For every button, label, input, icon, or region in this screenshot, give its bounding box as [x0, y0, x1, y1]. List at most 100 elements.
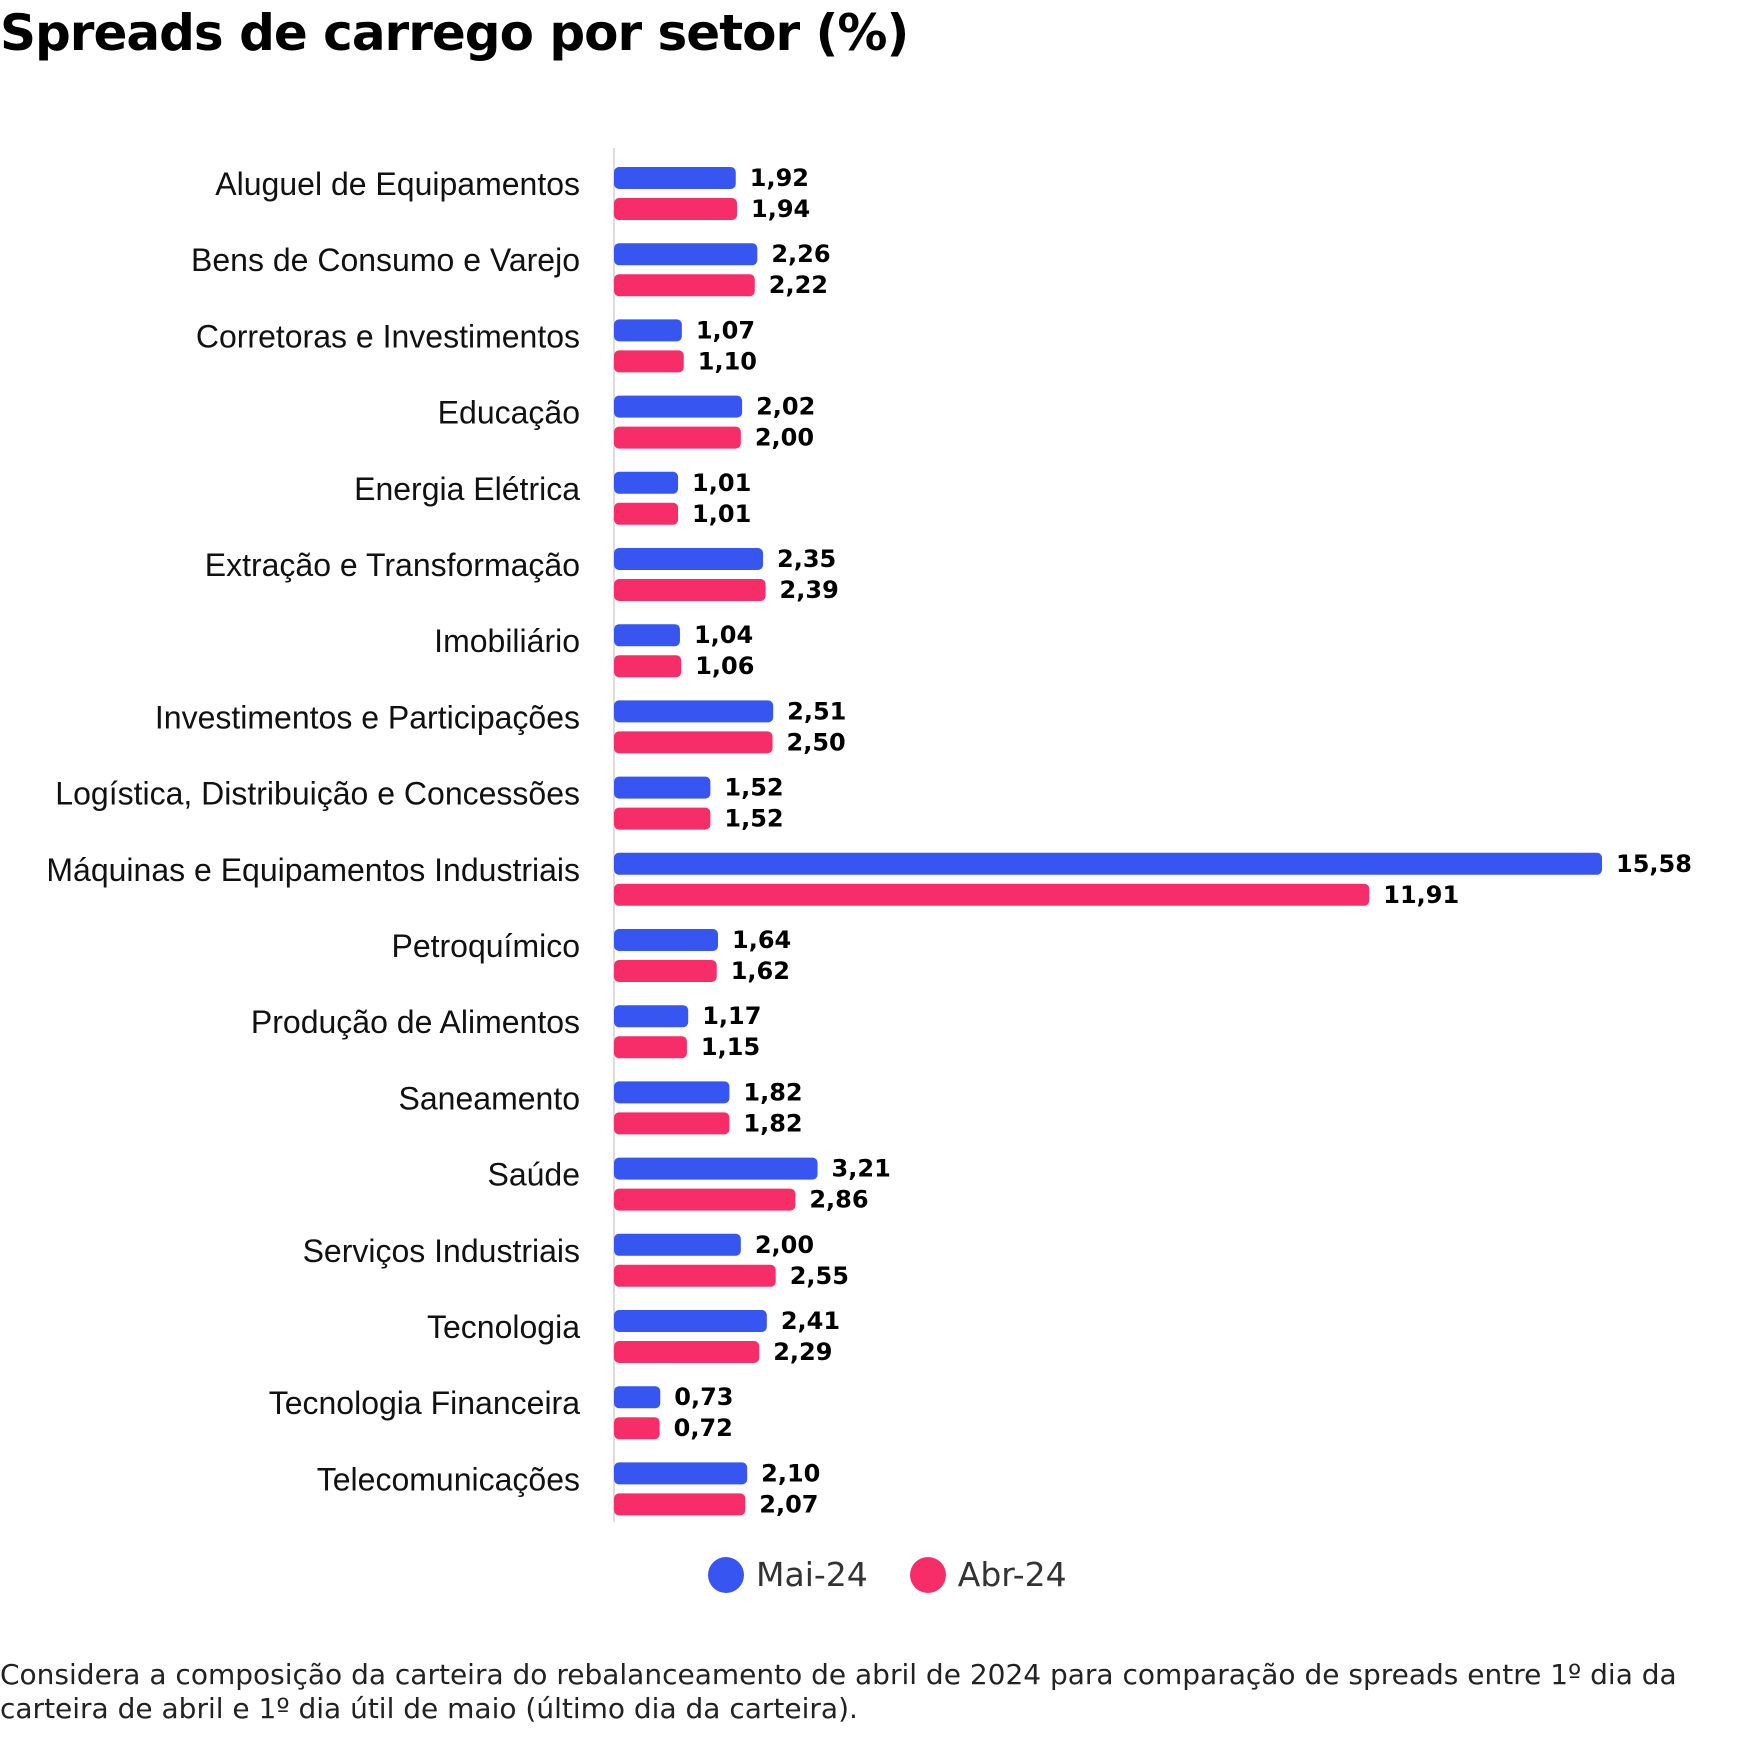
bar-abr-24[interactable]: [614, 1264, 776, 1287]
value-label-mai-24: 1,82: [743, 1078, 802, 1106]
category-label: Energia Elétrica: [354, 471, 580, 507]
category-label: Extração e Transformação: [205, 547, 580, 583]
value-label-mai-24: 2,51: [787, 697, 846, 725]
legend-dot-mai-24: [708, 1556, 744, 1593]
category-label: Saneamento: [399, 1080, 580, 1116]
value-label-mai-24: 1,64: [732, 926, 791, 954]
category-label: Petroquímico: [391, 928, 580, 964]
bar-mai-24[interactable]: [614, 548, 764, 570]
category-label: Tecnologia: [427, 1309, 580, 1345]
bar-abr-24[interactable]: [614, 731, 773, 754]
value-label-abr-24: 2,29: [773, 1338, 832, 1366]
bar-mai-24[interactable]: [614, 243, 758, 266]
bar-mai-24[interactable]: [614, 1462, 748, 1485]
value-label-abr-24: 1,52: [724, 805, 783, 833]
value-label-mai-24: 2,26: [771, 240, 830, 268]
category-label: Tecnologia Financeira: [269, 1385, 581, 1421]
bar-abr-24[interactable]: [614, 655, 682, 678]
value-label-mai-24: 2,10: [761, 1459, 820, 1487]
bar-abr-24[interactable]: [614, 1493, 746, 1516]
value-label-abr-24: 1,10: [698, 347, 757, 375]
value-label-abr-24: 1,01: [692, 500, 751, 528]
bar-mai-24[interactable]: [614, 1081, 730, 1104]
value-label-abr-24: 2,50: [787, 728, 846, 756]
value-label-mai-24: 1,92: [750, 164, 809, 192]
bar-abr-24[interactable]: [614, 350, 684, 373]
category-label: Saúde: [487, 1157, 580, 1193]
value-label-abr-24: 1,15: [701, 1033, 760, 1061]
legend-item-abr-24[interactable]: Abr-24: [909, 1555, 1067, 1594]
bar-mai-24[interactable]: [614, 1157, 818, 1180]
value-label-mai-24: 3,21: [832, 1155, 891, 1183]
value-label-mai-24: 1,17: [702, 1002, 761, 1030]
value-label-abr-24: 1,62: [731, 957, 790, 985]
value-label-mai-24: 1,52: [724, 774, 783, 802]
value-label-mai-24: 2,41: [781, 1307, 840, 1335]
value-label-abr-24: 2,22: [769, 271, 828, 299]
bar-chart: Aluguel de Equipamentos 1,92 1,94 Bens de C…: [46, 148, 1692, 1522]
bar-abr-24[interactable]: [614, 883, 1370, 906]
legend-label-mai-24: Mai-24: [756, 1555, 868, 1594]
bar-abr-24[interactable]: [614, 1341, 760, 1363]
value-label-abr-24: 2,07: [759, 1490, 818, 1518]
value-label-abr-24: 2,00: [755, 424, 814, 452]
bar-mai-24[interactable]: [614, 395, 743, 418]
bar-mai-24[interactable]: [614, 167, 736, 189]
value-label-mai-24: 2,02: [756, 393, 815, 421]
value-label-mai-24: 1,04: [694, 621, 753, 649]
category-label: Educação: [438, 395, 580, 431]
value-label-abr-24: 2,39: [780, 576, 839, 604]
category-label: Telecomunicações: [317, 1461, 580, 1497]
bar-abr-24[interactable]: [614, 1112, 730, 1135]
value-label-abr-24: 2,55: [790, 1262, 849, 1290]
bar-abr-24[interactable]: [614, 426, 741, 449]
category-label: Produção de Alimentos: [251, 1004, 580, 1040]
bar-abr-24[interactable]: [614, 1417, 660, 1440]
value-label-abr-24: 0,72: [674, 1414, 733, 1442]
value-label-mai-24: 1,01: [692, 469, 751, 497]
bar-mai-24[interactable]: [614, 1233, 741, 1256]
value-label-mai-24: 0,73: [674, 1383, 733, 1411]
bar-mai-24[interactable]: [614, 776, 711, 799]
bar-mai-24[interactable]: [614, 1005, 689, 1028]
bar-mai-24[interactable]: [614, 929, 718, 951]
value-label-mai-24: 1,07: [696, 316, 755, 344]
bar-abr-24[interactable]: [614, 807, 711, 830]
value-label-mai-24: 15,58: [1616, 850, 1692, 878]
legend-label-abr-24: Abr-24: [957, 1555, 1067, 1594]
bar-abr-24[interactable]: [614, 1036, 687, 1059]
bar-abr-24[interactable]: [614, 579, 766, 601]
value-label-mai-24: 2,35: [777, 545, 836, 573]
category-label: Máquinas e Equipamentos Industriais: [46, 852, 580, 888]
bar-mai-24[interactable]: [614, 624, 680, 647]
bar-mai-24[interactable]: [614, 1310, 767, 1332]
value-label-abr-24: 2,86: [809, 1186, 868, 1214]
category-label: Investimentos e Participações: [155, 699, 580, 735]
bar-abr-24[interactable]: [614, 274, 755, 297]
value-label-abr-24: 11,91: [1383, 881, 1459, 909]
value-label-mai-24: 2,00: [755, 1231, 814, 1259]
category-label: Corretoras e Investimentos: [196, 318, 580, 354]
chart-title: Spreads de carrego por setor (%): [0, 4, 909, 62]
category-label: Serviços Industriais: [303, 1233, 580, 1269]
value-label-abr-24: 1,82: [743, 1109, 802, 1137]
category-label: Aluguel de Equipamentos: [215, 166, 580, 202]
category-label: Bens de Consumo e Varejo: [191, 242, 580, 278]
category-label: Logística, Distribuição e Concessões: [55, 776, 580, 812]
legend-dot-abr-24: [909, 1556, 946, 1593]
bar-abr-24[interactable]: [614, 198, 738, 220]
value-label-abr-24: 1,94: [751, 195, 810, 223]
category-label: Imobiliário: [434, 623, 580, 659]
bar-abr-24[interactable]: [614, 502, 679, 525]
legend: Mai-24 Abr-24: [708, 1555, 1109, 1594]
value-label-abr-24: 1,06: [695, 652, 754, 680]
bar-mai-24[interactable]: [614, 700, 774, 723]
bar-mai-24[interactable]: [614, 1386, 661, 1409]
footnote: Considera a composição da carteira do re…: [0, 1658, 1677, 1725]
bar-mai-24[interactable]: [614, 471, 679, 494]
bar-abr-24[interactable]: [614, 960, 717, 982]
bar-mai-24[interactable]: [614, 852, 1602, 875]
bar-abr-24[interactable]: [614, 1188, 796, 1211]
legend-item-mai-24[interactable]: Mai-24: [708, 1555, 868, 1594]
bar-mai-24[interactable]: [614, 319, 682, 342]
